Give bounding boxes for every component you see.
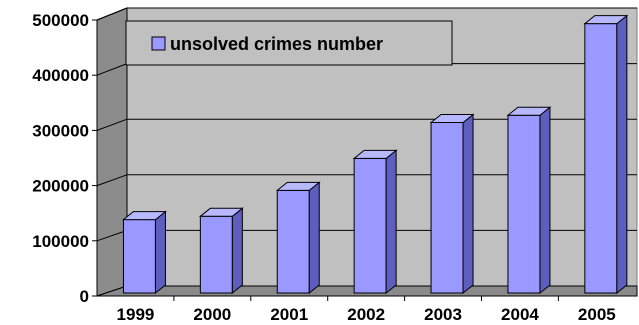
bar [198,207,244,295]
bar-top [275,181,321,191]
y-tick-label: 0 [80,287,89,306]
bar-side [308,181,320,295]
bar [275,181,321,295]
bar-top [198,207,244,217]
bar [352,149,398,295]
bar [583,14,629,295]
y-tick-label: 400000 [32,66,89,85]
legend: unsolved crimes number [125,20,453,66]
y-tick-label: 300000 [32,121,89,140]
bar-top [122,211,167,221]
y-tick-label: 500000 [32,11,89,30]
x-tick-label: 2000 [193,305,231,324]
bar-top [352,149,398,159]
y-tick-labels: 0 100000 200000 300000 400000 500000 [32,11,97,306]
gridline-side [96,63,128,76]
bar-front [353,157,387,294]
bar-side [539,106,551,295]
gridline-side [96,174,128,187]
bar-side [385,149,397,295]
legend-box [125,20,453,66]
x-tick-label: 2005 [578,305,616,324]
x-tick-label: 1999 [117,305,155,324]
bar-front [199,215,233,294]
y-tick-label: 100000 [32,232,89,251]
x-tick-labels: 1999 2000 2001 2002 2003 2004 2005 [117,296,616,324]
bar [506,106,552,295]
legend-swatch [151,36,166,51]
chart-side-wall [96,7,128,297]
bar-side [462,113,474,295]
legend-label: unsolved crimes number [170,34,383,54]
bar-top [506,106,552,116]
bars [122,14,629,295]
x-tick-label: 2001 [270,305,308,324]
bar [122,210,167,295]
x-tick-label: 2003 [424,305,462,324]
bar [429,113,475,295]
gridline-side [96,229,128,242]
bar-top [583,15,629,25]
y-tick-label: 200000 [32,177,89,196]
bar-side [154,210,166,295]
gridline-side [96,118,128,131]
x-tick-label: 2004 [501,305,539,324]
bar-top [429,113,475,123]
bar-front [430,121,464,294]
gridline-side [96,7,128,21]
bar-side [616,14,628,295]
bar-side [231,207,243,295]
bar-front [276,189,310,294]
bar-front [122,219,156,294]
x-tick-label: 2002 [347,305,385,324]
bar-front [507,114,541,294]
bar-front [584,23,618,294]
